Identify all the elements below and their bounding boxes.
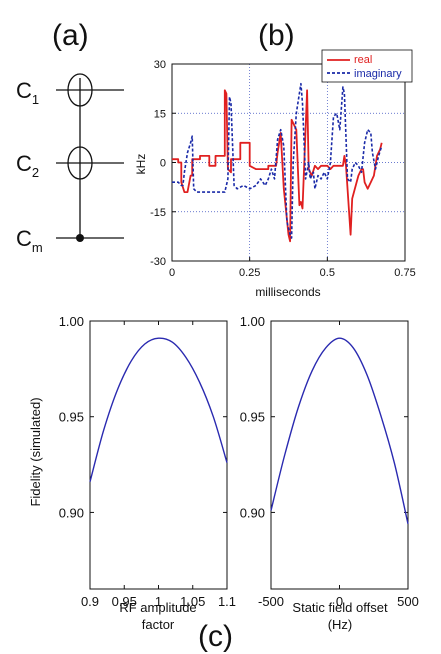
fidelity-rf-xlabel-line2: factor [142, 617, 175, 632]
fidelity-xtick-label: 0.95 [112, 594, 137, 609]
target-symbol-c2 [67, 146, 93, 180]
fidelity-static-frame [270, 320, 409, 590]
fidelity-xtick-label: 0.9 [81, 594, 99, 609]
fidelity-rf-xlabel-line1: RF amplitude [119, 600, 196, 615]
fidelity-ytick-label: 0.95 [59, 410, 84, 425]
fidelity-xtick-label: 0 [336, 594, 343, 609]
pulse-chart-series [172, 82, 383, 243]
pulse-ytick-label: 30 [154, 59, 166, 71]
panel-label-c: (c) [198, 620, 233, 653]
qubit-label-c1: C1 [16, 78, 39, 107]
fidelity-ytick-label: 0.90 [240, 505, 265, 520]
pulse-xtick-label: 0.25 [239, 267, 260, 279]
fidelity-ytick-label: 0.95 [240, 410, 265, 425]
pulse-xlabel: milliseconds [255, 285, 320, 299]
legend-label-imaginary: imaginary [354, 68, 402, 80]
fidelity-rf-ticks: 0.9 0.95 1 1.05 1.1 1.00 0.95 0.90 [59, 314, 236, 609]
fidelity-ytick-label: 0.90 [59, 505, 84, 520]
qubit-label-cm: Cm [16, 226, 43, 255]
fidelity-rf-frame [89, 320, 228, 590]
pulse-xtick-label: 0.5 [320, 267, 335, 279]
fidelity-static-xlabel-line1: Static field offset [292, 600, 388, 615]
fidelity-xtick-label: 1.05 [180, 594, 205, 609]
fidelity-static-xlabel-line2: (Hz) [328, 617, 353, 632]
pulse-ytick-label: 0 [160, 158, 166, 170]
fidelity-ylabel: Fidelity (simulated) [28, 397, 43, 506]
pulse-ytick-label: 15 [154, 108, 166, 120]
pulse-legend: real imaginary [321, 49, 413, 83]
series-line-imaginary [172, 82, 383, 239]
control-dot-cm [76, 234, 84, 242]
pulse-xtick-label: 0 [169, 267, 175, 279]
pulse-chart-ticks: 0 0.25 0.5 0.75 30 15 0 -15 -30 [150, 59, 416, 279]
fidelity-rf-series [89, 337, 228, 482]
fidelity-curve [89, 337, 228, 482]
fidelity-xtick-label: 1 [155, 594, 162, 609]
fidelity-static-ticks: -500 0 500 1.00 0.95 0.90 [240, 314, 419, 609]
panel-label-a: (a) [52, 19, 89, 52]
fidelity-ytick-label: 1.00 [59, 314, 84, 329]
fidelity-ytick-label: 1.00 [240, 314, 265, 329]
fidelity-rf-chart: 0.9 0.95 1 1.05 1.1 1.00 0.95 0.90 RF amplitude… [28, 314, 236, 632]
pulse-xtick-label: 0.75 [394, 267, 415, 279]
fidelity-curve [270, 337, 409, 525]
legend-label-real: real [354, 54, 372, 66]
fidelity-xtick-label: 1.1 [218, 594, 236, 609]
fidelity-xtick-label: 500 [397, 594, 419, 609]
fidelity-xtick-label: -500 [258, 594, 284, 609]
pulse-chart: 0 0.25 0.5 0.75 30 15 0 -15 -30 milliseconds kHz… [134, 49, 416, 299]
fidelity-static-chart: -500 0 500 1.00 0.95 0.90 Static field offset… [240, 314, 419, 632]
qubit-label-c2: C2 [16, 151, 39, 180]
pulse-ytick-label: -15 [150, 207, 166, 219]
legend-box [321, 49, 413, 83]
circuit-diagram: C1 C2 Cm [16, 73, 124, 255]
pulse-ytick-label: -30 [150, 256, 166, 268]
target-symbol-c1 [67, 73, 93, 107]
series-line-real [172, 89, 383, 243]
panel-label-b: (b) [258, 19, 295, 52]
pulse-ylabel: kHz [134, 154, 148, 175]
fidelity-static-series [270, 337, 409, 525]
